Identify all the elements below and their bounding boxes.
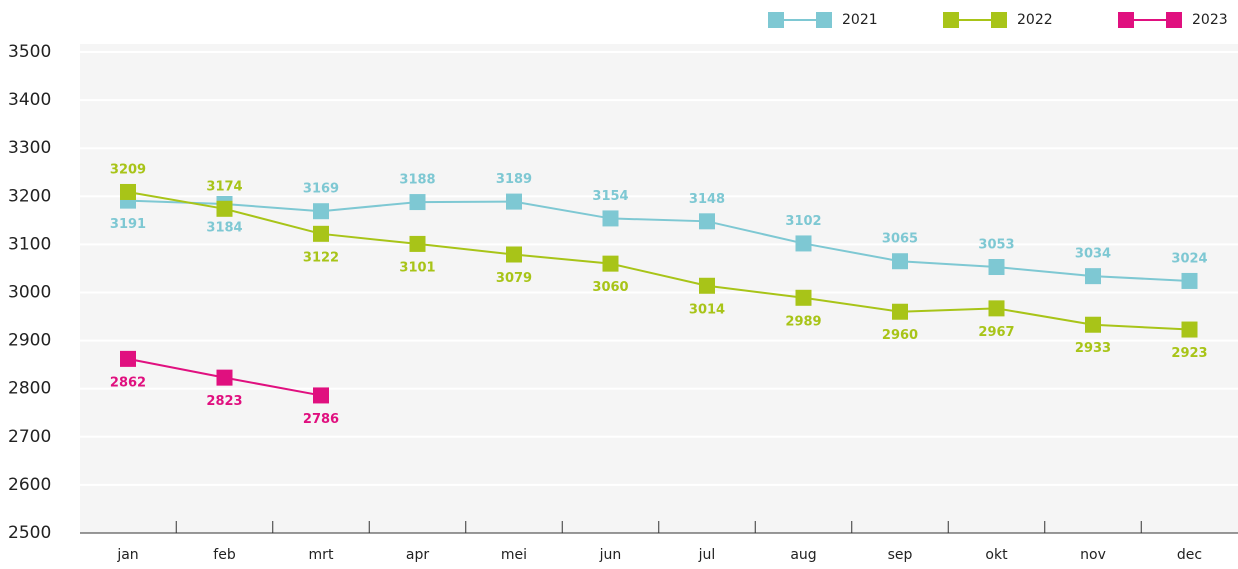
- x-tick-label: jan: [116, 547, 138, 563]
- data-label: 3154: [592, 189, 628, 204]
- data-label: 3184: [206, 220, 242, 235]
- point: [602, 255, 619, 272]
- x-tick-label: feb: [213, 547, 236, 563]
- x-tick-label: jun: [599, 547, 622, 563]
- data-label: 2823: [206, 394, 242, 409]
- point: [313, 387, 329, 404]
- data-label: 2933: [1075, 341, 1111, 356]
- data-label: 3101: [399, 260, 435, 275]
- point: [1181, 272, 1198, 289]
- point: [120, 350, 136, 367]
- legend-marker: [768, 12, 784, 28]
- data-label: 2786: [303, 412, 339, 427]
- data-label: 3188: [399, 173, 435, 188]
- legend-label: 2023: [1192, 12, 1228, 28]
- data-label: 2923: [1171, 346, 1207, 361]
- series-line: [127, 199, 1190, 282]
- x-tick-label: okt: [985, 547, 1008, 563]
- x-tick-label: sep: [888, 547, 913, 563]
- point: [795, 289, 812, 306]
- y-tick-label: 3200: [8, 186, 51, 206]
- y-tick-label: 2800: [8, 379, 51, 399]
- x-tick-label: mei: [501, 547, 527, 563]
- y-tick-label: 3100: [8, 234, 51, 254]
- data-label: 3122: [303, 250, 339, 265]
- point: [699, 213, 715, 230]
- point: [313, 225, 329, 242]
- y-tick-label: 3400: [8, 90, 51, 110]
- point: [409, 235, 426, 252]
- data-label: 3169: [303, 182, 339, 197]
- y-tick-label: 2600: [8, 475, 51, 495]
- point: [216, 369, 233, 386]
- plot-area: [80, 44, 1238, 533]
- legend-label: 2021: [842, 12, 878, 28]
- point: [602, 210, 619, 227]
- data-label: 3174: [206, 179, 242, 194]
- point: [1085, 316, 1101, 333]
- x-tick-label: nov: [1080, 547, 1106, 563]
- data-label: 3191: [110, 217, 146, 232]
- legend-label: 2022: [1017, 12, 1053, 28]
- data-label: 3189: [496, 172, 532, 187]
- x-tick-label: aug: [790, 547, 816, 563]
- y-tick-label: 2700: [8, 427, 51, 447]
- point: [313, 203, 329, 220]
- data-label: 3102: [785, 214, 821, 229]
- legend-marker: [991, 12, 1007, 28]
- legend-marker: [816, 12, 832, 28]
- point: [988, 300, 1005, 317]
- y-tick-label: 2900: [8, 331, 51, 351]
- data-label: 2960: [882, 328, 918, 343]
- series-line: [127, 190, 1190, 331]
- point: [795, 235, 812, 252]
- legend-marker: [1118, 12, 1134, 28]
- y-tick-label: 3500: [8, 42, 51, 62]
- point: [892, 253, 908, 270]
- legend-marker: [943, 12, 959, 28]
- data-label: 3014: [689, 302, 725, 317]
- x-tick-label: mrt: [309, 547, 334, 563]
- x-tick-label: dec: [1177, 547, 1202, 563]
- y-tick-label: 3000: [8, 283, 51, 303]
- data-label: 3209: [110, 162, 146, 177]
- point: [409, 194, 426, 211]
- y-tick-label: 2500: [8, 523, 51, 543]
- y-tick-label: 3300: [8, 138, 51, 158]
- data-label: 3065: [882, 232, 918, 247]
- point: [506, 193, 522, 210]
- point: [120, 183, 136, 200]
- data-label: 3053: [978, 238, 1014, 253]
- legend-marker: [1166, 12, 1182, 28]
- data-label: 3060: [592, 280, 628, 295]
- point: [216, 200, 233, 217]
- x-tick-label: jul: [698, 547, 716, 563]
- data-label: 3024: [1171, 251, 1207, 266]
- point: [506, 246, 522, 263]
- point: [988, 259, 1005, 276]
- point: [699, 277, 715, 294]
- point: [892, 303, 908, 320]
- data-label: 3079: [496, 271, 532, 286]
- data-label: 2989: [785, 314, 821, 329]
- data-label: 2862: [110, 375, 146, 390]
- x-tick-label: apr: [406, 547, 429, 563]
- data-label: 3148: [689, 192, 725, 207]
- point: [1085, 268, 1101, 285]
- point: [1181, 321, 1198, 338]
- data-label: 3034: [1075, 247, 1111, 262]
- data-label: 2967: [978, 325, 1014, 340]
